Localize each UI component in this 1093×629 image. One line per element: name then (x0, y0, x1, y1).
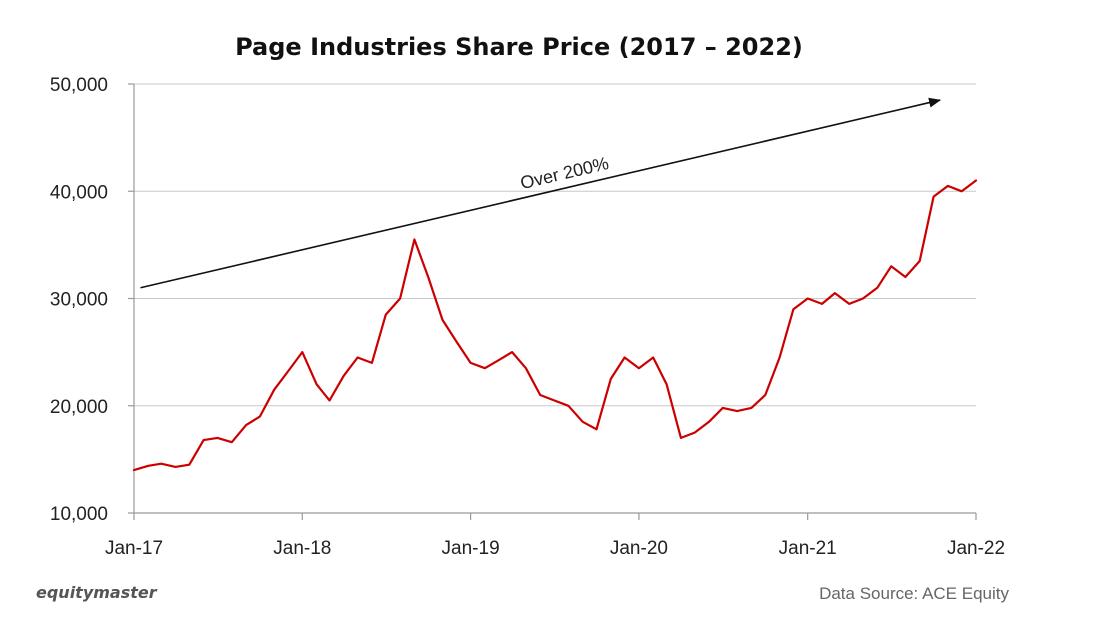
x-tick-label: Jan-19 (442, 538, 500, 559)
x-axis-ticks: Jan-17 Jan-18 Jan-19 Jan-20 Jan-21 Jan-22 (105, 513, 1005, 559)
y-tick-label: 20,000 (50, 397, 108, 418)
x-tick-label: Jan-22 (947, 538, 1005, 559)
data-source: Data Source: ACE Equity (819, 584, 1009, 603)
y-tick-label: 30,000 (50, 290, 108, 311)
y-tick-label: 50,000 (50, 75, 108, 96)
x-tick-label: Jan-17 (105, 538, 163, 559)
x-tick-label: Jan-18 (273, 538, 331, 559)
equitymaster-logo: equitymaster (36, 583, 158, 602)
grid-lines (134, 83, 976, 407)
series-line (132, 179, 978, 472)
annotation-label: Over 200% (518, 153, 610, 193)
trend-arrow (140, 97, 942, 289)
x-tick-label: Jan-20 (610, 538, 668, 559)
series-lines (132, 179, 978, 472)
chart-title: Page Industries Share Price (2017 – 2022… (235, 33, 803, 61)
y-tick-label: 40,000 (50, 182, 108, 203)
annotations: Over 200% (140, 97, 942, 289)
x-tick-label: Jan-21 (779, 538, 837, 559)
y-axis-ticks: 10,000 20,000 30,000 40,000 50,000 (50, 75, 134, 525)
y-tick-label: 10,000 (50, 504, 108, 525)
